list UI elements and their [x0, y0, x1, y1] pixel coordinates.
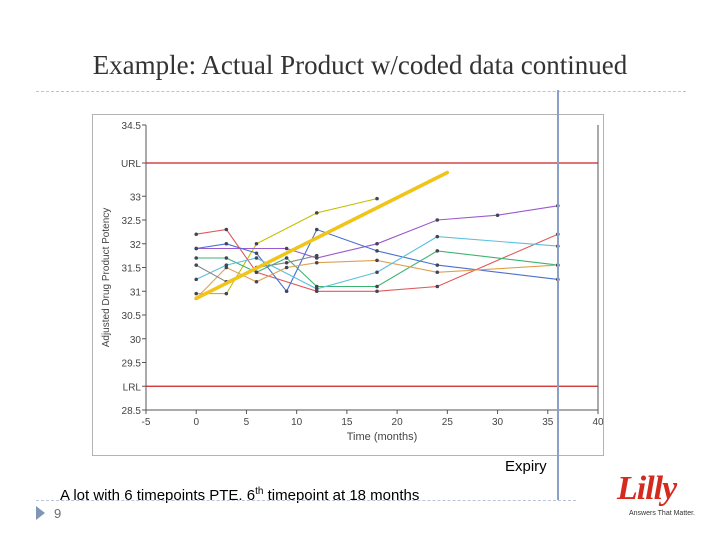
y-tick-label: 31: [130, 287, 142, 298]
data-point: [435, 284, 440, 289]
slide-title: Example: Actual Product w/coded data con…: [92, 50, 628, 80]
title-divider: [36, 91, 686, 92]
y-tick-label: 32.5: [122, 216, 142, 227]
expiry-label: Expiry: [505, 458, 547, 475]
caption-text-end: timepoint at 18 months: [263, 487, 420, 504]
lot-series-7: [195, 259, 558, 299]
y-axis-title: Adjusted Drug Product Potency: [101, 208, 112, 348]
data-point: [284, 260, 289, 265]
caption-superscript: th: [255, 486, 264, 497]
potency-chart: 34.5 URL 33 32.5 32 31.5 31 30.5 30 29.5 LRL 28.5-5…: [101, 121, 603, 443]
y-tick-label: URL: [121, 159, 141, 170]
data-point: [194, 232, 199, 237]
trend-line: [194, 170, 450, 301]
data-point: [224, 291, 229, 296]
data-point: [284, 289, 289, 294]
data-point: [194, 277, 199, 282]
data-point: [254, 256, 259, 260]
expiry-line: [557, 90, 559, 500]
x-axis-title: Time (months): [347, 431, 418, 443]
y-tick-label: 30: [130, 335, 142, 346]
caption-text-start: A lot with 6 timepoints PTE. 6: [60, 487, 256, 504]
data-point: [314, 260, 319, 265]
x-tick-label: -5: [142, 417, 151, 428]
y-tick-label: 31.5: [122, 264, 142, 275]
data-point: [254, 270, 259, 275]
data-point: [435, 218, 440, 222]
x-tick-label: 5: [244, 417, 250, 428]
lot-series-5: [196, 228, 558, 293]
x-tick-label: 15: [341, 417, 353, 428]
lilly-logo: Lilly Answers That Matter.: [575, 470, 695, 526]
y-tick-label: 29.5: [122, 359, 142, 370]
data-point: [375, 284, 379, 289]
data-point: [375, 241, 379, 246]
page-marker-icon: [36, 506, 45, 520]
y-tick-label: LRL: [123, 382, 142, 393]
page-number: 9: [54, 506, 62, 521]
data-point: [194, 246, 199, 251]
data-point: [314, 227, 319, 232]
data-point: [375, 258, 379, 263]
data-point: [224, 227, 229, 232]
chart-frame: 34.5 URL 33 32.5 32 31.5 31 30.5 30 29.5 LRL 28.5 -5…: [92, 114, 604, 456]
data-point: [194, 256, 199, 260]
x-tick-label: 20: [392, 417, 404, 428]
data-point: [284, 246, 289, 251]
footer-divider: [36, 500, 576, 501]
logo-tagline: Answers That Matter.: [628, 510, 695, 517]
y-tick-label: 33: [130, 192, 142, 203]
x-tick-label: 0: [193, 417, 199, 428]
data-point: [194, 263, 199, 267]
data-point: [495, 213, 500, 218]
slide-caption: A lot with 6 timepoints PTE. 6th timepoi…: [60, 486, 419, 504]
data-point: [224, 265, 229, 270]
data-point: [314, 287, 319, 291]
data-point: [254, 279, 259, 284]
data-point: [284, 265, 289, 270]
data-point: [435, 234, 440, 239]
data-point: [375, 270, 379, 275]
y-tick-label: 30.5: [122, 311, 142, 322]
data-point: [224, 241, 229, 246]
data-point: [314, 211, 319, 215]
data-point: [375, 249, 379, 253]
x-tick-label: 10: [291, 417, 303, 428]
data-point: [314, 253, 319, 258]
x-tick-label: 30: [492, 417, 504, 428]
lot-series-4: [196, 250, 558, 288]
data-point: [435, 270, 440, 275]
data-point: [375, 289, 379, 294]
x-tick-label: 35: [542, 417, 554, 428]
x-tick-label: 25: [442, 417, 454, 428]
y-tick-label: 34.5: [122, 121, 142, 132]
y-tick-label: 28.5: [122, 406, 142, 417]
data-point: [435, 249, 440, 253]
data-point: [254, 251, 259, 256]
x-tick-label: 40: [592, 417, 603, 428]
data-point: [375, 196, 379, 201]
logo-wordmark: Lilly: [617, 470, 677, 507]
y-tick-label: 32: [130, 240, 142, 251]
data-point: [284, 256, 289, 260]
data-point: [254, 241, 259, 246]
data-point: [224, 256, 229, 260]
data-point: [194, 291, 199, 296]
data-point: [435, 263, 440, 267]
